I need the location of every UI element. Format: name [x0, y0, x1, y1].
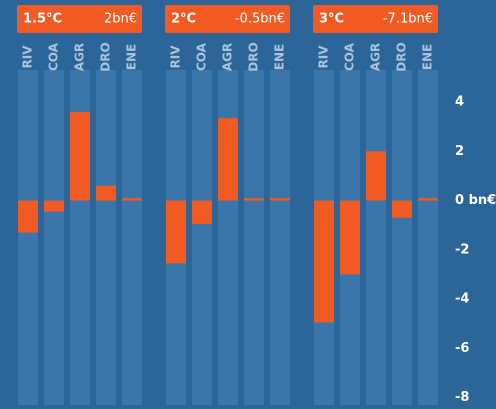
category-label: AGR — [221, 43, 235, 71]
bar — [122, 198, 142, 201]
bar — [244, 198, 264, 201]
column-background — [44, 70, 64, 405]
panel-header — [165, 5, 290, 33]
y-tick-label: 2 — [455, 144, 464, 159]
bar — [366, 151, 386, 201]
bar — [392, 200, 412, 218]
category-label: ENE — [273, 44, 287, 70]
bar — [70, 111, 90, 201]
category-label: ENE — [125, 44, 139, 70]
column-background — [96, 70, 116, 405]
panel-subtitle: -7.1bn€ — [383, 12, 433, 27]
bar — [96, 185, 116, 201]
category-label: COA — [47, 42, 61, 71]
panel-header — [313, 5, 438, 33]
category-label: COA — [195, 42, 209, 71]
y-tick-label: -6 — [455, 341, 469, 356]
y-tick-label: -2 — [455, 242, 469, 257]
column-background — [122, 70, 142, 405]
panel-subtitle: 2bn€ — [104, 12, 137, 27]
column-background — [18, 70, 38, 405]
category-label: ENE — [421, 44, 435, 70]
bar — [218, 118, 238, 201]
y-tick-label: -4 — [455, 292, 469, 307]
bar — [314, 200, 334, 323]
bar — [18, 200, 38, 233]
column-background — [366, 70, 386, 405]
column-background — [270, 70, 290, 405]
category-label: AGR — [73, 43, 87, 71]
bar — [44, 200, 64, 212]
bar — [192, 200, 212, 224]
category-label: RIV — [317, 45, 331, 69]
column-background — [244, 70, 264, 405]
bar — [340, 200, 360, 275]
panel-title: 1.5°C — [23, 12, 62, 27]
panel-header — [17, 5, 142, 33]
y-tick-label: 0 bn€ — [455, 193, 496, 208]
bar — [270, 198, 290, 201]
category-label: DRO — [99, 42, 113, 71]
category-label: DRO — [247, 42, 261, 71]
category-label: RIV — [169, 45, 183, 69]
y-tick-label: 4 — [455, 95, 464, 110]
panel-title: 3°C — [319, 12, 344, 27]
category-label: RIV — [21, 45, 35, 69]
panel-subtitle: -0.5bn€ — [235, 12, 285, 27]
y-tick-label: -8 — [455, 390, 469, 405]
category-label: AGR — [369, 43, 383, 71]
category-label: COA — [343, 42, 357, 71]
column-background — [192, 70, 212, 405]
column-background — [418, 70, 438, 405]
bar — [418, 198, 438, 201]
category-label: DRO — [395, 42, 409, 71]
panel-title: 2°C — [171, 12, 196, 27]
column-background — [392, 70, 412, 405]
bar — [166, 200, 186, 264]
